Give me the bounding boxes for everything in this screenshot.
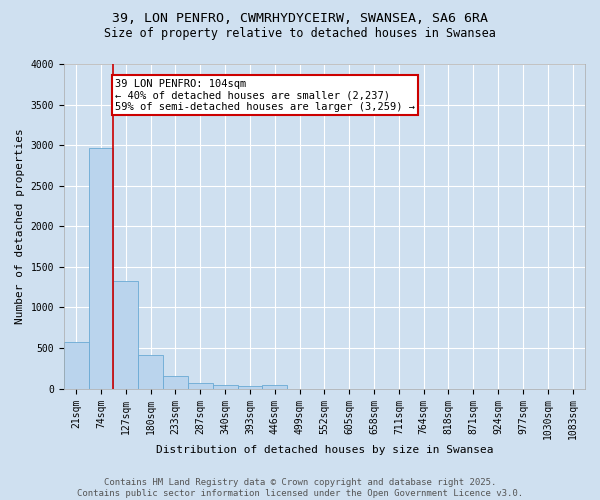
Bar: [64, 342, 89, 388]
Bar: [188, 383, 212, 388]
Bar: [238, 386, 262, 388]
Text: Contains HM Land Registry data © Crown copyright and database right 2025.
Contai: Contains HM Land Registry data © Crown c…: [77, 478, 523, 498]
Text: 39 LON PENFRO: 104sqm
← 40% of detached houses are smaller (2,237)
59% of semi-d: 39 LON PENFRO: 104sqm ← 40% of detached …: [115, 78, 415, 112]
Bar: [262, 384, 287, 388]
Bar: [163, 376, 188, 388]
X-axis label: Distribution of detached houses by size in Swansea: Distribution of detached houses by size …: [155, 445, 493, 455]
Bar: [89, 148, 113, 388]
Bar: [212, 386, 238, 388]
Y-axis label: Number of detached properties: Number of detached properties: [15, 128, 25, 324]
Bar: [138, 354, 163, 388]
Bar: [113, 280, 138, 388]
Text: 39, LON PENFRO, CWMRHYDYCEIRW, SWANSEA, SA6 6RA: 39, LON PENFRO, CWMRHYDYCEIRW, SWANSEA, …: [112, 12, 488, 26]
Text: Size of property relative to detached houses in Swansea: Size of property relative to detached ho…: [104, 28, 496, 40]
